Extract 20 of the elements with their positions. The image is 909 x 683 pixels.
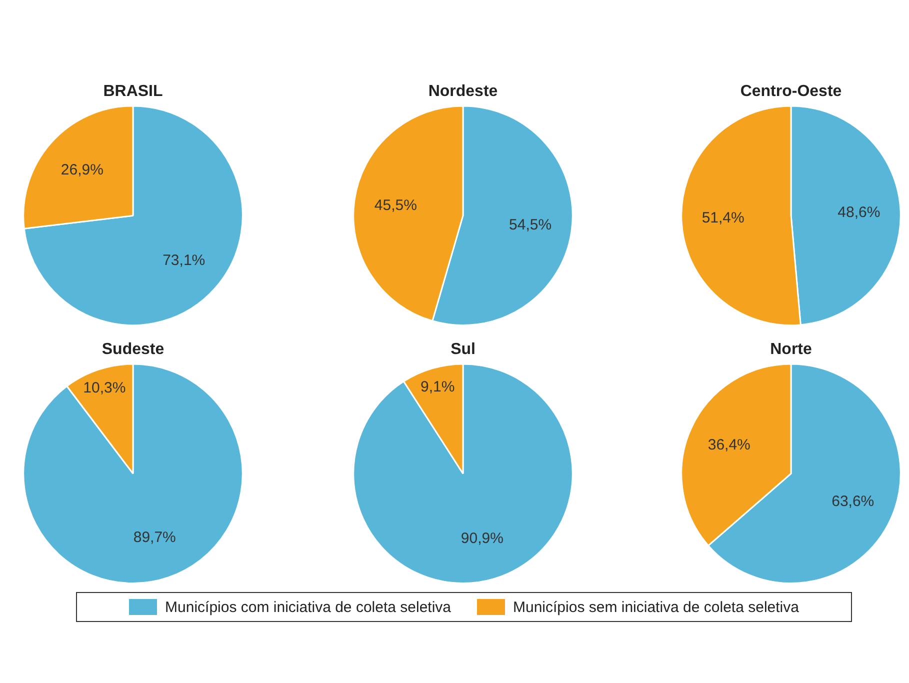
data-label: 26,9% [60, 162, 104, 179]
chart-title: Nordeste [428, 83, 498, 100]
data-label: 9,1% [420, 378, 455, 396]
chart-title: BRASIL [103, 83, 163, 100]
data-label: 54,5% [509, 216, 552, 234]
chart-title: Sul [450, 341, 476, 358]
chart-title: Sudeste [102, 341, 164, 358]
chart-title: Norte [770, 341, 812, 358]
data-label: 90,9% [460, 530, 504, 547]
data-label: 63,6% [832, 492, 874, 510]
chart-title: Centro-Oeste [740, 83, 842, 100]
data-label: 45,5% [374, 197, 417, 214]
data-label: 48,6% [838, 204, 880, 221]
data-label: 73,1% [162, 252, 206, 269]
data-label: 10,3% [83, 379, 126, 396]
legend-label: Municípios com iniciativa de coleta seletiva [165, 598, 451, 616]
legend-label: Municípios sem iniciativa de coleta seletiva [513, 598, 799, 616]
data-label: 51,4% [702, 210, 744, 227]
data-label: 89,7% [133, 529, 176, 546]
data-label: 36,4% [708, 436, 750, 454]
